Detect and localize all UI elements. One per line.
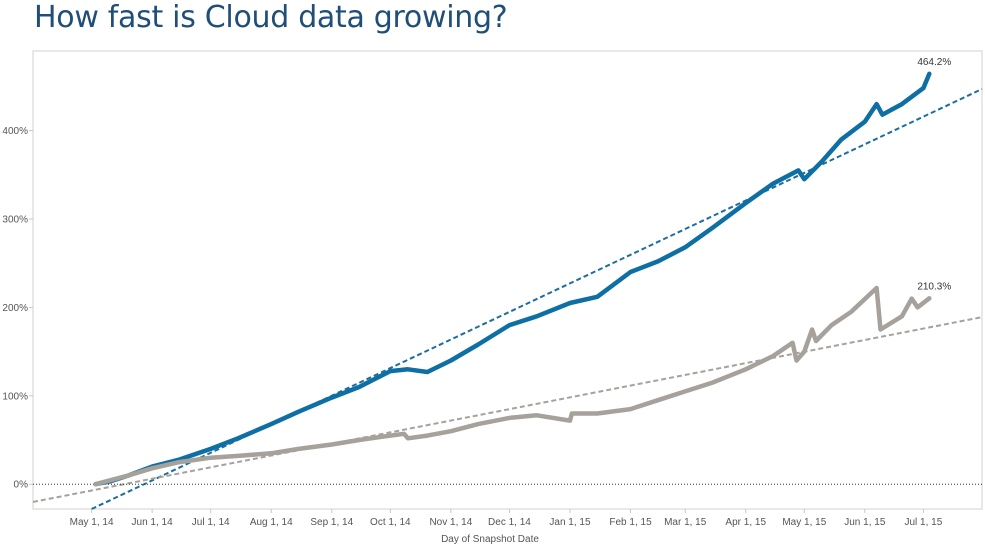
x-tick-label: Jul 1, 15: [905, 517, 943, 528]
x-tick-label: Oct 1, 14: [370, 517, 411, 528]
x-tick-label: Apr 1, 15: [725, 517, 766, 528]
end-label-2: 210.3%: [917, 281, 951, 292]
x-tick-label: Nov 1, 14: [429, 517, 472, 528]
x-axis-ticks: May 1, 14 Jun 1, 14 Jul 1, 14 Aug 1, 14 Sep …: [70, 509, 943, 528]
y-tick-label: 100%: [2, 391, 28, 402]
trend-lines: [32, 88, 983, 510]
y-tick-label: 0%: [14, 480, 29, 491]
page-title: How fast is Cloud data growing?: [34, 0, 508, 35]
x-tick-label: Jul 1, 14: [192, 517, 230, 528]
x-tick-label: Feb 1, 15: [609, 517, 652, 528]
x-tick-label: May 1, 14: [70, 517, 114, 528]
end-label-1: 464.2%: [917, 57, 951, 68]
x-tick-label: Jan 1, 15: [549, 517, 591, 528]
series-line-2: [93, 285, 932, 487]
series-lines: [93, 71, 932, 487]
plot-area-frame: [32, 50, 983, 510]
y-axis-ticks: 0% 100% 200% 300% 400%: [2, 126, 33, 491]
y-tick-label: 200%: [2, 303, 28, 314]
y-tick-label: 300%: [2, 214, 28, 225]
x-axis-title: Day of Snapshot Date: [441, 534, 539, 545]
trend-line-1: [91, 88, 983, 510]
y-tick-label: 400%: [2, 126, 28, 137]
x-tick-label: Sep 1, 14: [310, 517, 353, 528]
x-tick-label: Jun 1, 15: [844, 517, 886, 528]
x-tick-label: Dec 1, 14: [488, 517, 531, 528]
x-tick-label: Aug 1, 14: [250, 517, 293, 528]
x-tick-label: Jun 1, 14: [132, 517, 174, 528]
x-tick-label: May 1, 15: [782, 517, 826, 528]
end-labels: 464.2% 210.3%: [917, 57, 951, 292]
x-tick-label: Mar 1, 15: [664, 517, 707, 528]
trend-line-2: [32, 316, 983, 503]
series-line-1: [93, 71, 932, 487]
